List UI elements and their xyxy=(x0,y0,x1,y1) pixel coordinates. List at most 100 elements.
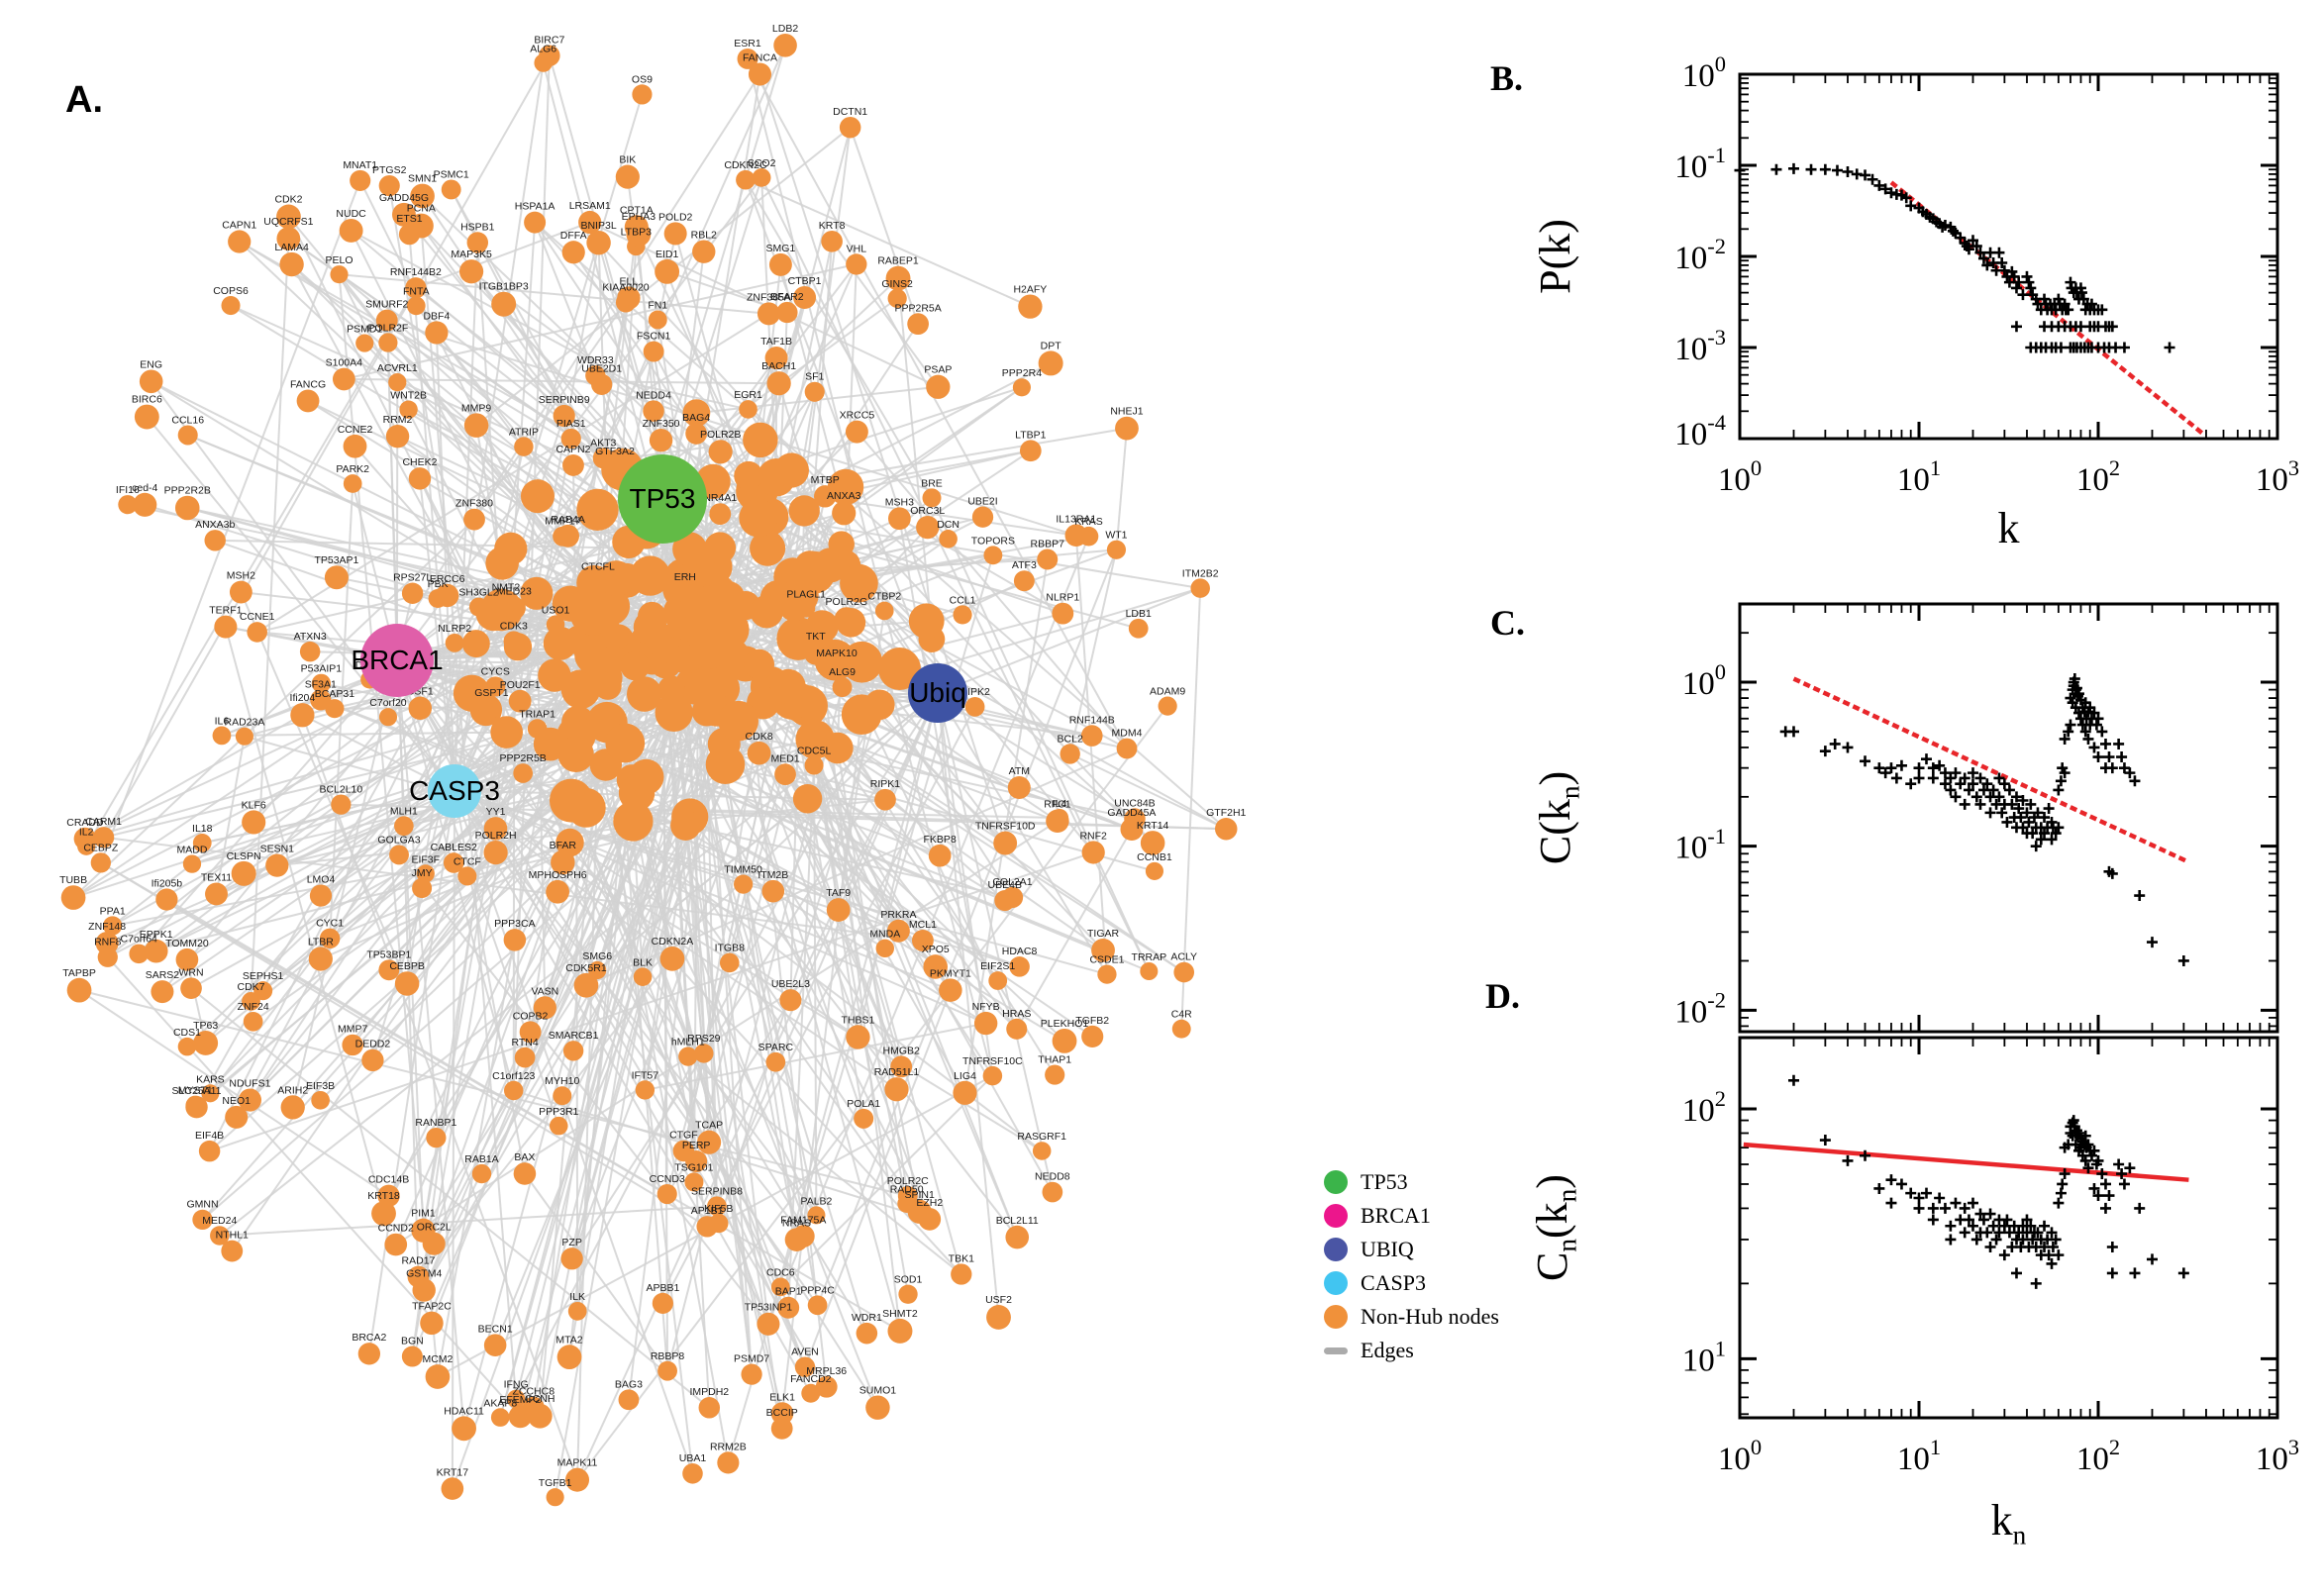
scatter-points xyxy=(1787,1074,2189,1289)
legend-label: TP53 xyxy=(1361,1168,1408,1194)
non-hub-node xyxy=(736,169,756,190)
svg-text:10-1: 10-1 xyxy=(1674,824,1726,866)
non-hub-node xyxy=(425,321,449,345)
svg-text:10-4: 10-4 xyxy=(1674,410,1726,452)
non-hub-node xyxy=(299,641,321,662)
non-hub-node xyxy=(707,1196,727,1217)
non-hub-node xyxy=(229,580,252,604)
legend-item-edges: Edges xyxy=(1323,1337,1499,1363)
non-hub-node xyxy=(192,1209,213,1231)
non-hub-node xyxy=(355,334,374,352)
non-hub-node xyxy=(698,1397,721,1419)
non-hub-node xyxy=(807,1206,826,1225)
non-hub-node xyxy=(875,939,894,958)
non-hub-node xyxy=(603,456,627,480)
non-hub-node xyxy=(854,1108,874,1129)
fit-line xyxy=(1743,1142,2189,1182)
casp3-hub-icon xyxy=(1324,1270,1348,1295)
non-hub-node xyxy=(747,741,771,765)
non-hub-node xyxy=(242,991,260,1011)
panel-b-label: B. xyxy=(1490,58,1524,98)
svg-text:CCNE2: CCNE2 xyxy=(338,424,373,436)
non-hub-node xyxy=(770,1402,794,1425)
non-hub-node xyxy=(174,495,200,521)
svg-text:10-2: 10-2 xyxy=(1674,234,1726,276)
svg-text:102: 102 xyxy=(2076,1435,2120,1477)
non-hub-node xyxy=(118,495,138,515)
plot-frame xyxy=(1738,1036,2279,1420)
non-hub-node xyxy=(784,1228,809,1251)
svg-text:k: k xyxy=(1998,504,2020,552)
svg-text:101: 101 xyxy=(1682,1336,1726,1378)
non-hub-node xyxy=(375,309,398,332)
non-hub-node xyxy=(411,1218,436,1243)
non-hub-node xyxy=(428,589,448,608)
non-hub-node xyxy=(821,230,843,252)
svg-text:100: 100 xyxy=(1682,659,1726,702)
non-hub-node xyxy=(463,413,489,438)
non-hub-node xyxy=(405,277,427,299)
non-hub-node xyxy=(177,425,198,446)
non-hub-node xyxy=(242,810,266,835)
non-hub-node xyxy=(243,1011,263,1032)
hub-node-tp53 xyxy=(618,454,707,544)
non-hub-node xyxy=(180,977,202,1000)
non-hub-node xyxy=(103,916,123,936)
non-hub-node xyxy=(643,341,664,362)
non-hub-node xyxy=(685,1149,708,1173)
non-hub-node xyxy=(441,1477,464,1500)
svg-text:POLR2C: POLR2C xyxy=(887,1175,929,1187)
non-hub-node xyxy=(503,929,527,951)
svg-text:10-2: 10-2 xyxy=(1674,987,1726,1030)
non-hub-node xyxy=(748,62,772,86)
non-hub-node xyxy=(1097,964,1117,984)
non-hub-node xyxy=(1145,861,1164,880)
non-hub-node xyxy=(546,615,565,635)
legend-item-ubiq: UBIQ xyxy=(1323,1236,1499,1262)
non-hub-node xyxy=(1116,738,1138,759)
legend-label: CASP3 xyxy=(1361,1269,1427,1295)
svg-text:TAF1B: TAF1B xyxy=(760,336,792,348)
tp53-hub-icon xyxy=(1324,1169,1348,1194)
non-hub-node xyxy=(887,507,911,531)
non-hub-node xyxy=(1013,570,1035,592)
svg-text:100: 100 xyxy=(1718,1435,1762,1477)
non-hub-node xyxy=(228,230,252,253)
non-hub-node xyxy=(663,222,687,246)
non-hub-node xyxy=(452,1416,476,1442)
non-hub-node xyxy=(846,1025,870,1049)
non-hub-node xyxy=(807,1295,828,1316)
non-hub-node xyxy=(514,1047,536,1068)
non-hub-node xyxy=(988,971,1008,990)
non-hub-node xyxy=(553,1086,572,1106)
non-hub-node xyxy=(279,251,304,277)
hub-node-ubiq xyxy=(908,663,967,723)
non-hub-node xyxy=(1091,938,1115,962)
non-hub-node xyxy=(779,989,802,1012)
non-hub-node xyxy=(865,1395,890,1420)
non-hub-node xyxy=(1115,416,1139,441)
non-hub-node xyxy=(553,526,573,547)
non-hub-node xyxy=(1006,1018,1028,1040)
non-hub-node xyxy=(923,954,948,979)
non-hub-node xyxy=(887,1318,913,1344)
non-hub-node xyxy=(964,697,985,717)
non-hub-node xyxy=(586,230,611,255)
non-hub-node xyxy=(717,1451,740,1474)
non-hub-node xyxy=(495,592,517,614)
non-hub-node xyxy=(684,1172,704,1192)
non-hub-node xyxy=(560,1247,583,1270)
non-hub-node xyxy=(635,1080,656,1100)
non-hub-node xyxy=(471,1163,492,1184)
plot-C: 100 10-1 10-2 C(kn) xyxy=(1531,602,2279,1034)
svg-text:MPHOSPH6: MPHOSPH6 xyxy=(529,869,587,881)
non-hub-node xyxy=(416,864,435,883)
non-hub-node xyxy=(481,697,502,719)
non-hub-node xyxy=(324,565,349,590)
non-hub-node xyxy=(546,1488,564,1507)
non-hub-node xyxy=(560,428,581,449)
non-hub-node xyxy=(1042,1181,1063,1203)
non-hub-node xyxy=(466,232,489,253)
non-hub-node xyxy=(485,676,506,697)
